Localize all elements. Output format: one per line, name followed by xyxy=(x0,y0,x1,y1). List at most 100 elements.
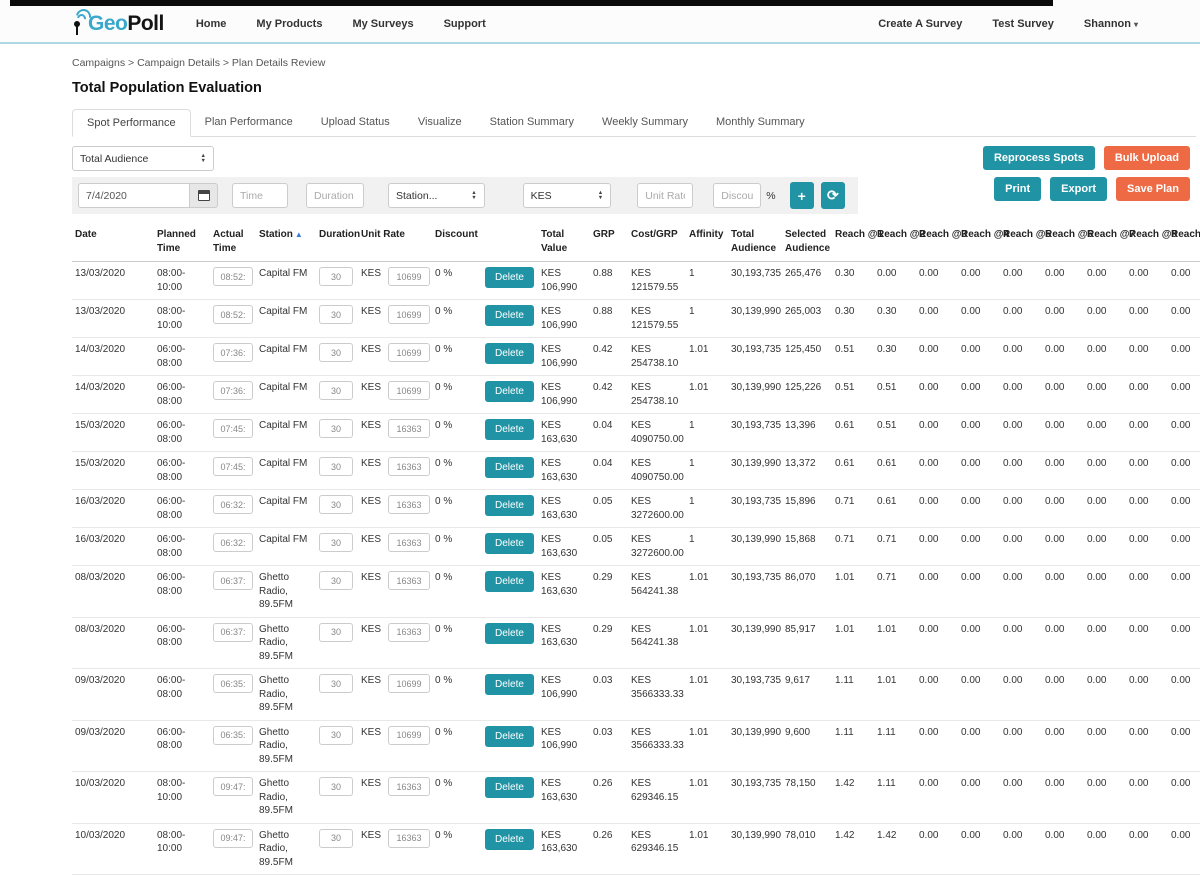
tab-weekly-summary[interactable]: Weekly Summary xyxy=(588,109,702,136)
delete-button[interactable]: Delete xyxy=(485,457,534,478)
delete-button[interactable]: Delete xyxy=(485,777,534,798)
header-cost-grp[interactable]: Cost/GRP xyxy=(628,224,686,262)
header-reach-2[interactable]: Reach @2 xyxy=(874,224,916,262)
unit-rate-input[interactable] xyxy=(388,571,430,590)
unit-rate-input[interactable] xyxy=(388,495,430,514)
unit-rate-input[interactable] xyxy=(388,267,430,286)
nav-item-my-products[interactable]: My Products xyxy=(256,18,322,30)
tab-visualize[interactable]: Visualize xyxy=(404,109,476,136)
duration-input[interactable] xyxy=(319,381,353,400)
duration-input[interactable] xyxy=(319,571,353,590)
duration-input[interactable] xyxy=(319,343,353,362)
header-total-audience[interactable]: Total Audience xyxy=(728,224,782,262)
header-reach-6[interactable]: Reach @6 xyxy=(1042,224,1084,262)
header-station[interactable]: Station▲ xyxy=(256,224,316,262)
actual-time-input[interactable] xyxy=(213,305,253,324)
header-reach-7[interactable]: Reach @7 xyxy=(1084,224,1126,262)
save-plan-button[interactable]: Save Plan xyxy=(1116,177,1190,201)
actual-time-input[interactable] xyxy=(213,726,253,745)
duration-input[interactable] xyxy=(319,495,353,514)
calendar-button[interactable] xyxy=(190,183,218,208)
actual-time-input[interactable] xyxy=(213,674,253,693)
tab-monthly-summary[interactable]: Monthly Summary xyxy=(702,109,819,136)
actual-time-input[interactable] xyxy=(213,457,253,476)
unit-rate-input[interactable] xyxy=(388,305,430,324)
header-reach-1[interactable]: Reach @1 xyxy=(832,224,874,262)
unit-rate-input[interactable] xyxy=(388,674,430,693)
geopoll-logo[interactable]: GeoPoll xyxy=(72,11,164,37)
actual-time-input[interactable] xyxy=(213,623,253,642)
duration-input[interactable] xyxy=(319,457,353,476)
tab-upload-status[interactable]: Upload Status xyxy=(307,109,404,136)
delete-button[interactable]: Delete xyxy=(485,381,534,402)
header-actual-time[interactable]: Actual Time xyxy=(210,224,256,262)
nav-item-my-surveys[interactable]: My Surveys xyxy=(352,18,413,30)
delete-button[interactable]: Delete xyxy=(485,343,534,364)
unit-rate-input[interactable] xyxy=(388,829,430,848)
duration-input[interactable] xyxy=(319,829,353,848)
header-duration[interactable]: Duration xyxy=(316,224,358,262)
header-reach-3[interactable]: Reach @3 xyxy=(916,224,958,262)
refresh-button[interactable]: ⟳ xyxy=(821,182,845,209)
unit-rate-input[interactable] xyxy=(388,726,430,745)
delete-button[interactable]: Delete xyxy=(485,533,534,554)
print-button[interactable]: Print xyxy=(994,177,1041,201)
user-menu[interactable]: Shannon▾ xyxy=(1084,18,1138,30)
delete-button[interactable]: Delete xyxy=(485,623,534,644)
tab-spot-performance[interactable]: Spot Performance xyxy=(72,109,191,137)
actual-time-input[interactable] xyxy=(213,777,253,796)
header-grp[interactable]: GRP xyxy=(590,224,628,262)
delete-button[interactable]: Delete xyxy=(485,726,534,747)
duration-input[interactable] xyxy=(319,533,353,552)
delete-button[interactable]: Delete xyxy=(485,495,534,516)
unit-rate-input[interactable] xyxy=(388,381,430,400)
test-survey-link[interactable]: Test Survey xyxy=(992,18,1054,30)
date-input[interactable] xyxy=(78,183,190,208)
header-discount[interactable]: Discount xyxy=(432,224,482,262)
unit-rate-input[interactable] xyxy=(637,183,693,208)
unit-rate-input[interactable] xyxy=(388,457,430,476)
tab-plan-performance[interactable]: Plan Performance xyxy=(191,109,307,136)
header-reach-9[interactable]: Reach @9 xyxy=(1168,224,1200,262)
nav-item-home[interactable]: Home xyxy=(196,18,227,30)
actual-time-input[interactable] xyxy=(213,343,253,362)
delete-button[interactable]: Delete xyxy=(485,305,534,326)
actual-time-input[interactable] xyxy=(213,381,253,400)
delete-button[interactable]: Delete xyxy=(485,419,534,440)
duration-input[interactable] xyxy=(319,777,353,796)
actual-time-input[interactable] xyxy=(213,267,253,286)
audience-select[interactable]: Total Audience ▲▼ xyxy=(72,146,214,171)
bulk-upload-button[interactable]: Bulk Upload xyxy=(1104,146,1190,170)
duration-input[interactable] xyxy=(319,726,353,745)
delete-button[interactable]: Delete xyxy=(485,267,534,288)
header-affinity[interactable]: Affinity xyxy=(686,224,728,262)
duration-input[interactable] xyxy=(319,267,353,286)
duration-input[interactable] xyxy=(319,305,353,324)
header-unit-rate[interactable]: Unit Rate xyxy=(358,224,432,262)
duration-input[interactable] xyxy=(319,674,353,693)
actual-time-input[interactable] xyxy=(213,495,253,514)
reprocess-spots-button[interactable]: Reprocess Spots xyxy=(983,146,1095,170)
time-input[interactable] xyxy=(232,183,288,208)
unit-rate-input[interactable] xyxy=(388,419,430,438)
actual-time-input[interactable] xyxy=(213,571,253,590)
nav-item-support[interactable]: Support xyxy=(444,18,486,30)
tab-station-summary[interactable]: Station Summary xyxy=(476,109,588,136)
header-reach-4[interactable]: Reach @4 xyxy=(958,224,1000,262)
actual-time-input[interactable] xyxy=(213,419,253,438)
header-selected-audience[interactable]: Selected Audience xyxy=(782,224,832,262)
duration-input[interactable] xyxy=(319,419,353,438)
breadcrumb[interactable]: Campaigns > Campaign Details > Plan Deta… xyxy=(72,57,1196,69)
actual-time-input[interactable] xyxy=(213,533,253,552)
currency-select[interactable]: KES ▲▼ xyxy=(523,183,612,208)
add-spot-button[interactable]: + xyxy=(790,182,814,209)
discount-input[interactable] xyxy=(713,183,761,208)
delete-button[interactable]: Delete xyxy=(485,571,534,592)
duration-input[interactable] xyxy=(306,183,364,208)
station-select[interactable]: Station... ▲▼ xyxy=(388,183,485,208)
delete-button[interactable]: Delete xyxy=(485,829,534,850)
create-a-survey-link[interactable]: Create A Survey xyxy=(878,18,962,30)
unit-rate-input[interactable] xyxy=(388,533,430,552)
unit-rate-input[interactable] xyxy=(388,777,430,796)
header-reach-8[interactable]: Reach @8 xyxy=(1126,224,1168,262)
